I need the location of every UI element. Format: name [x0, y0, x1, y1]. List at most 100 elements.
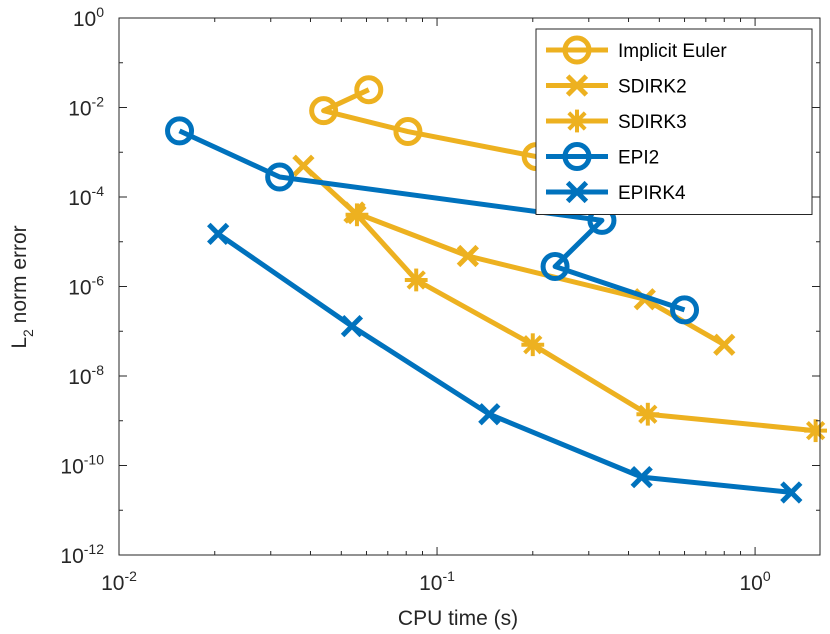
- y-tick-base: 10: [60, 456, 83, 479]
- legend-item: EPIRK4: [546, 180, 686, 204]
- data-point: [207, 222, 230, 245]
- data-point: [636, 402, 660, 426]
- marker-x-stroke: [565, 180, 589, 204]
- legend-item: Implicit Euler: [546, 35, 727, 65]
- legend-item: SDIRK3: [546, 109, 687, 133]
- legend-label: SDIRK2: [618, 77, 687, 98]
- legend-swatch-marker: [562, 142, 592, 171]
- legend-label: EPI2: [618, 148, 659, 169]
- legend-label: Implicit Euler: [618, 41, 727, 62]
- y-tick-exponent: -10: [84, 452, 104, 468]
- legend-swatch-marker: [562, 35, 592, 65]
- legend-item: EPI2: [546, 142, 659, 171]
- data-point: [265, 162, 295, 192]
- marker-circle: [562, 142, 592, 171]
- data-point: [540, 251, 570, 281]
- data-point: [804, 419, 828, 443]
- y-axis-label-base: L: [8, 337, 31, 349]
- marker-x-stroke: [207, 222, 230, 245]
- series-epirk4: [207, 222, 803, 504]
- data-point: [670, 295, 700, 325]
- x-tick-label: 10-1: [419, 568, 455, 595]
- x-tick-exponent: -2: [124, 568, 137, 584]
- marker-circle: [562, 35, 592, 65]
- y-tick-label: 10-2: [68, 94, 104, 121]
- y-tick-base: 10: [73, 8, 96, 31]
- data-point: [404, 268, 428, 292]
- y-tick-exponent: -8: [92, 362, 105, 378]
- marker-asterisk-stroke: [347, 205, 367, 225]
- y-axis-label-subscript: 2: [20, 329, 36, 337]
- y-tick-base: 10: [68, 98, 91, 121]
- x-axis-label: CPU time (s): [398, 607, 518, 630]
- marker-x-stroke: [478, 403, 501, 426]
- series-sdirk3: [345, 203, 828, 443]
- marker-circle: [265, 162, 295, 192]
- legend: Implicit Euler SDIRK2 SDIRK3 EPI2 EPIRK4: [535, 28, 813, 215]
- legend-swatch-marker: [565, 180, 589, 204]
- marker-asterisk-stroke: [805, 421, 826, 441]
- x-tick-base: 10: [101, 572, 124, 595]
- series-epi2: [165, 116, 700, 325]
- y-tick-exponent: 0: [96, 4, 104, 20]
- data-point: [345, 203, 369, 227]
- y-tick-exponent: -12: [84, 541, 104, 557]
- marker-circle: [393, 117, 423, 147]
- y-axis-label-rest: norm error: [8, 225, 31, 329]
- marker-x-stroke: [630, 465, 653, 489]
- data-point: [780, 481, 803, 504]
- legend-swatch-marker: [565, 109, 589, 133]
- data-point: [630, 465, 653, 489]
- data-point: [165, 116, 195, 146]
- y-tick-label: 10-12: [60, 541, 104, 568]
- marker-asterisk-stroke: [638, 404, 658, 424]
- marker-x-stroke: [780, 481, 803, 504]
- series-line: [178, 128, 686, 313]
- x-tick-exponent: 0: [763, 568, 771, 584]
- y-axis-label: L2 norm error: [8, 225, 36, 348]
- marker-x-stroke: [340, 315, 364, 338]
- series-layer: [165, 75, 828, 504]
- marker-circle: [540, 251, 570, 281]
- y-tick-base: 10: [68, 187, 91, 210]
- x-tick-label: 10-2: [101, 568, 137, 595]
- y-tick-base: 10: [60, 545, 83, 568]
- data-point: [713, 333, 736, 356]
- y-tick-base: 10: [68, 366, 91, 389]
- y-tick-label: 10-4: [68, 183, 104, 210]
- y-tick-label: 10-8: [68, 362, 104, 389]
- marker-circle: [309, 96, 339, 126]
- marker-circle: [354, 75, 384, 105]
- y-tick-label: 10-6: [68, 273, 104, 300]
- x-tick-exponent: -1: [442, 568, 455, 584]
- data-point: [354, 75, 384, 105]
- data-point: [478, 403, 501, 426]
- marker-x-stroke: [565, 74, 589, 97]
- legend-swatch-marker: [565, 74, 589, 97]
- x-tick-base: 10: [419, 572, 442, 595]
- legend-label: SDIRK3: [618, 112, 687, 133]
- marker-circle: [165, 116, 195, 146]
- data-point: [340, 315, 364, 338]
- data-point: [292, 154, 315, 177]
- data-point: [393, 117, 423, 147]
- y-tick-exponent: -2: [92, 94, 105, 110]
- marker-asterisk-stroke: [523, 335, 543, 355]
- data-point: [309, 96, 339, 126]
- y-tick-label: 10-10: [60, 452, 104, 479]
- legend-label: EPIRK4: [618, 183, 686, 204]
- marker-x-stroke: [713, 333, 736, 356]
- marker-circle: [670, 295, 700, 325]
- y-tick-exponent: -4: [92, 183, 105, 199]
- marker-asterisk-stroke: [567, 111, 587, 131]
- x-tick-base: 10: [740, 572, 763, 595]
- data-point: [521, 333, 545, 357]
- x-tick-label: 100: [740, 568, 771, 595]
- legend-item: SDIRK2: [546, 74, 687, 98]
- y-tick-exponent: -6: [92, 273, 105, 289]
- marker-asterisk-stroke: [406, 270, 426, 290]
- y-tick-label: 100: [73, 4, 104, 31]
- marker-x-stroke: [456, 244, 479, 268]
